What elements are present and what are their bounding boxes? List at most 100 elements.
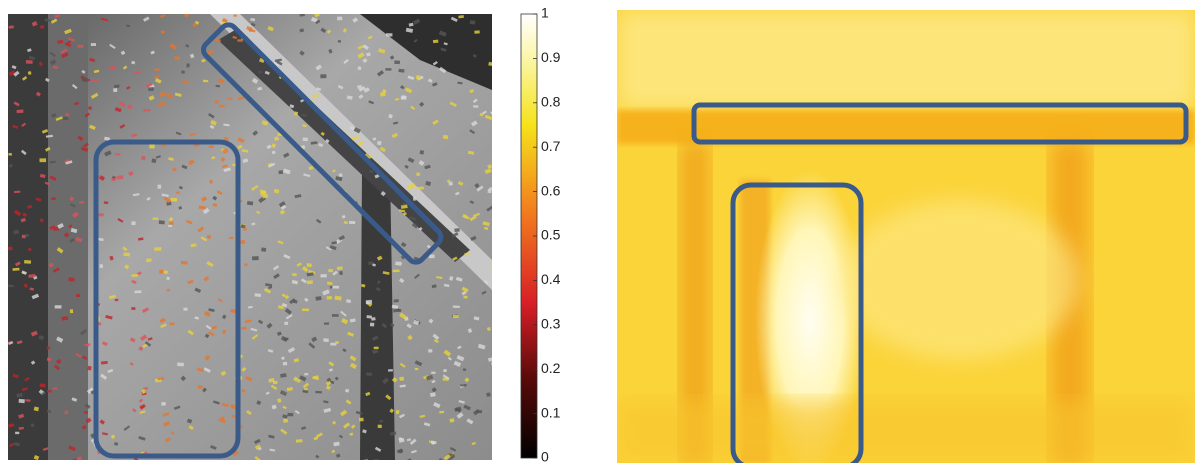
texture	[385, 68, 391, 71]
texture	[346, 299, 351, 303]
tick-label: 0.7	[541, 138, 561, 154]
texture	[91, 43, 96, 46]
texture	[198, 385, 203, 389]
tick-label: 0.1	[541, 404, 561, 420]
texture	[229, 237, 233, 239]
texture	[417, 187, 424, 190]
tick-label: 0.9	[541, 49, 561, 65]
texture	[278, 170, 283, 174]
texture	[199, 206, 206, 209]
texture	[148, 87, 154, 91]
tick-label: 0.2	[541, 360, 561, 376]
texture	[491, 362, 498, 366]
texture	[339, 271, 343, 275]
texture	[40, 158, 47, 162]
texture	[315, 391, 322, 394]
texture	[328, 269, 333, 272]
texture	[92, 80, 99, 82]
texture	[307, 280, 313, 284]
texture	[153, 217, 159, 219]
texture	[486, 392, 490, 396]
texture	[12, 268, 19, 271]
texture	[283, 362, 288, 366]
texture	[394, 60, 400, 64]
texture	[366, 315, 372, 318]
texture	[88, 106, 92, 110]
texture	[320, 274, 326, 277]
texture	[53, 387, 57, 389]
texture	[261, 247, 266, 252]
texture	[161, 402, 166, 406]
texture	[474, 30, 479, 33]
texture	[431, 371, 435, 374]
texture	[473, 105, 478, 107]
figure: 00.10.20.30.40.50.60.70.80.91	[0, 0, 1195, 463]
texture	[186, 63, 189, 67]
texture	[335, 341, 338, 344]
texture	[453, 315, 459, 318]
texture	[131, 307, 135, 310]
texture	[374, 347, 379, 350]
texture	[394, 299, 399, 302]
texture	[463, 368, 466, 370]
texture	[303, 138, 308, 142]
texture	[63, 117, 68, 120]
texture	[320, 74, 326, 78]
texture	[215, 100, 219, 104]
texture	[65, 410, 68, 414]
texture	[183, 308, 187, 311]
texture	[448, 181, 452, 185]
texture	[181, 261, 188, 265]
texture	[315, 296, 321, 301]
texture	[15, 432, 19, 434]
texture	[357, 66, 361, 70]
texture	[393, 270, 400, 272]
texture	[123, 252, 130, 256]
tick-label: 0.3	[541, 316, 561, 332]
texture	[131, 221, 136, 225]
texture	[26, 60, 33, 64]
texture	[77, 45, 83, 48]
texture	[28, 71, 32, 75]
texture	[161, 30, 165, 33]
texture	[76, 294, 80, 297]
texture	[470, 20, 476, 24]
texture	[149, 144, 154, 148]
texture	[243, 228, 246, 231]
texture	[241, 327, 247, 330]
texture	[104, 201, 109, 204]
texture	[70, 309, 73, 313]
texture	[312, 94, 318, 97]
texture	[492, 359, 497, 363]
texture	[433, 40, 439, 44]
texture	[40, 25, 44, 29]
texture	[68, 277, 74, 281]
texture	[177, 362, 184, 366]
texture	[460, 384, 467, 387]
texture	[395, 261, 402, 265]
texture	[332, 286, 339, 289]
texture	[244, 263, 248, 266]
texture	[386, 33, 392, 36]
texture	[40, 383, 46, 387]
texture	[143, 109, 150, 112]
texture	[22, 235, 26, 238]
left-image	[8, 12, 498, 463]
texture	[327, 296, 332, 299]
texture	[454, 228, 459, 232]
texture	[203, 80, 208, 82]
tick-label: 0.6	[541, 182, 561, 198]
texture	[420, 150, 425, 155]
texture	[297, 379, 301, 383]
texture	[304, 373, 308, 375]
texture	[169, 322, 174, 325]
texture	[159, 220, 165, 224]
texture	[415, 368, 419, 370]
texture	[366, 300, 372, 304]
texture	[171, 198, 178, 202]
texture	[492, 158, 497, 162]
texture	[17, 110, 24, 114]
texture	[463, 296, 467, 299]
texture	[249, 29, 253, 32]
texture	[345, 389, 349, 393]
